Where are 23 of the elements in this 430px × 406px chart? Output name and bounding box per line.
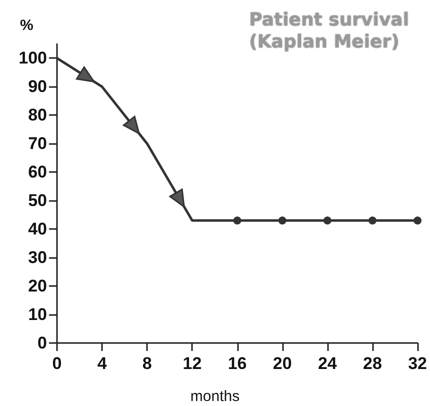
y-tick-label: 20 [28,276,47,296]
x-tick-label: 20 [272,354,292,373]
x-tick-label: 4 [97,354,108,373]
y-tick-label: 30 [28,248,47,268]
y-tick-label: 50 [28,191,47,210]
y-tick-label: 40 [28,220,47,239]
x-tick-label: 12 [182,354,202,373]
y-tick-label: 70 [28,134,47,154]
x-tick-label: 28 [363,354,382,373]
y-tick-label: 0 [38,334,47,352]
x-axis-title: months [190,388,240,405]
x-tick-label: 8 [142,354,152,373]
x-tick-label: 24 [318,354,338,373]
chart-title: Patient survival (Kaplan Meier) [249,10,410,52]
y-axis-title: % [20,17,34,34]
x-tick-label: 0 [52,354,62,373]
y-tick-label: 60 [28,162,47,182]
y-tick-label: 80 [28,106,47,125]
x-tick-label: 16 [228,354,247,373]
x-tick-label: 32 [408,354,428,373]
y-tick-label: 90 [28,77,47,96]
y-tick-label: 100 [18,48,47,68]
y-tick-label: 10 [28,305,47,324]
